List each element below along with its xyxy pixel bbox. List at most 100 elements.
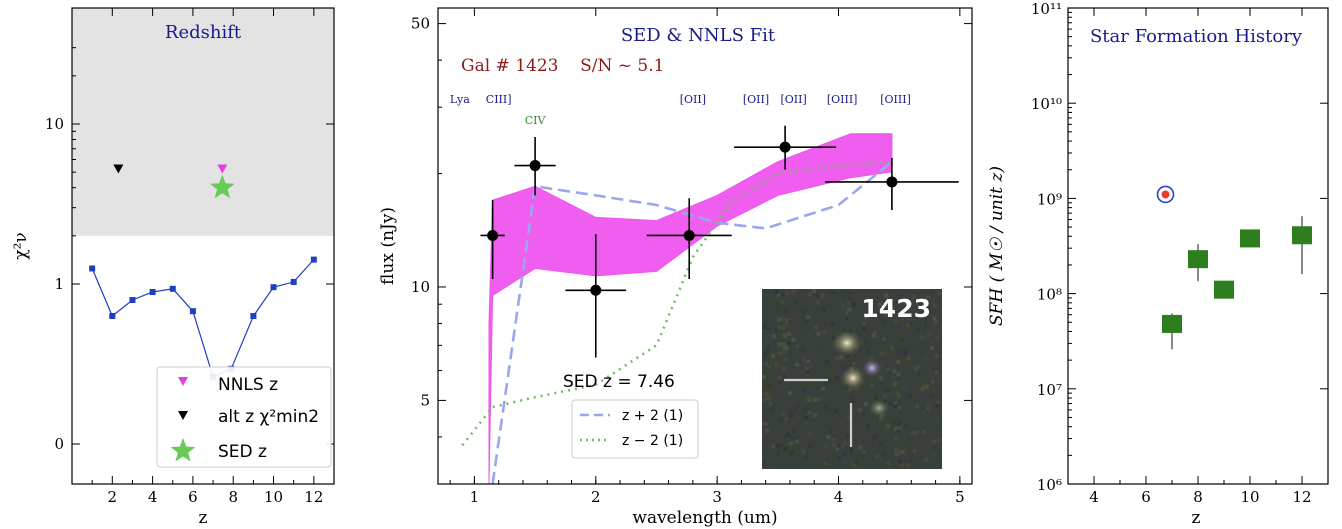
cutout-noise-pixel (892, 348, 897, 353)
cutout-noise-pixel (763, 422, 768, 427)
cutout-noise-pixel (918, 455, 923, 460)
cutout-noise-pixel (895, 300, 900, 305)
cutout-noise-pixel (849, 448, 854, 453)
cutout-noise-pixel (923, 323, 928, 328)
legend-zminus: z − 2 (1) (622, 433, 683, 449)
cutout-noise-pixel (837, 456, 842, 461)
cutout-noise-pixel (762, 329, 767, 334)
cutout-noise-pixel (872, 435, 877, 440)
cutout-noise-pixel (789, 413, 794, 418)
y-tick-label: 10⁸ (1037, 286, 1062, 304)
cutout-noise-pixel (884, 293, 889, 298)
cutout-noise-pixel (787, 391, 792, 396)
cutout-noise-pixel (898, 459, 903, 464)
cutout-noise-pixel (843, 316, 848, 321)
sfh-bin (1188, 250, 1208, 269)
cutout-noise-pixel (896, 350, 901, 355)
cutout-noise-pixel (891, 375, 896, 380)
y-tick-label: 10⁹ (1037, 190, 1062, 208)
chi2-point (310, 256, 317, 263)
x-tick-label: 8 (1193, 488, 1203, 506)
redshift-xlabel: z (199, 508, 208, 528)
cutout-noise-pixel (903, 424, 908, 429)
cutout-noise-pixel (785, 291, 790, 296)
cutout-noise-pixel (862, 449, 867, 454)
cutout-noise-pixel (783, 309, 788, 314)
redshift-ylabel: χ²ν (11, 232, 31, 259)
cutout-noise-pixel (881, 337, 886, 342)
y-tick-label: 10 (45, 115, 64, 133)
cutout-noise-pixel (781, 341, 786, 346)
cutout-noise-pixel (897, 405, 902, 410)
cutout-noise-pixel (813, 398, 818, 403)
chi2-point (109, 313, 116, 319)
cutout-noise-pixel (878, 442, 883, 447)
cutout-noise-pixel (788, 441, 793, 446)
cutout-noise-pixel (881, 416, 886, 421)
x-tick-label: 10 (1240, 488, 1259, 506)
cutout-noise-pixel (865, 312, 870, 317)
cutout-noise-pixel (924, 318, 929, 323)
cutout-noise-pixel (792, 375, 797, 380)
cutout-noise-pixel (810, 453, 815, 458)
chi2-point (169, 285, 176, 292)
cutout-noise-pixel (803, 332, 808, 337)
cutout-noise-pixel (931, 396, 936, 401)
cutout-noise-pixel (784, 417, 789, 422)
cutout-noise-pixel (846, 300, 851, 305)
cutout-noise-pixel (917, 371, 922, 376)
cutout-noise-pixel (894, 448, 899, 453)
cutout-noise-pixel (894, 436, 899, 441)
cutout-noise-pixel (846, 290, 851, 295)
cutout-noise-pixel (770, 454, 775, 459)
cutout-noise-pixel (842, 459, 847, 464)
cutout-noise-pixel (800, 309, 805, 314)
cutout-noise-pixel (786, 341, 791, 346)
cutout-noise-pixel (851, 291, 856, 296)
cutout-noise-pixel (814, 325, 819, 330)
cutout-noise-pixel (897, 421, 902, 426)
cutout-noise-pixel (920, 307, 925, 312)
cutout-noise-pixel (771, 334, 776, 339)
chi2-point (290, 278, 297, 285)
cutout-noise-pixel (880, 458, 885, 463)
x-tick-label: 3 (712, 488, 722, 506)
source-blob-d (867, 398, 891, 418)
cutout-noise-pixel (792, 407, 797, 412)
cutout-noise-pixel (766, 435, 771, 440)
cutout-noise-pixel (926, 418, 931, 423)
cutout-noise-pixel (925, 356, 930, 361)
cutout-noise-pixel (778, 392, 783, 397)
cutout-noise-pixel (852, 324, 857, 329)
cutout-noise-pixel (910, 431, 915, 436)
cutout-noise-pixel (899, 410, 904, 415)
cutout-noise-pixel (861, 413, 866, 418)
cutout-noise-pixel (801, 347, 806, 352)
cutout-noise-pixel (857, 408, 862, 413)
cutout-noise-pixel (823, 323, 828, 328)
x-tick-label: 2 (108, 488, 118, 506)
cutout-noise-pixel (806, 359, 811, 364)
cutout-noise-pixel (886, 367, 891, 372)
cutout-noise-pixel (802, 342, 807, 347)
cutout-noise-pixel (914, 366, 919, 371)
cutout-noise-pixel (894, 451, 899, 456)
cutout-noise-pixel (894, 426, 899, 431)
cutout-noise-pixel (781, 346, 786, 351)
cutout-noise-pixel (861, 321, 866, 326)
cutout-noise-pixel (778, 367, 783, 372)
cutout-noise-pixel (930, 346, 935, 351)
cutout-noise-pixel (805, 315, 810, 320)
cutout-noise-pixel (803, 407, 808, 412)
cutout-label: 1423 (861, 294, 931, 323)
emission-line-label: [OIII] (880, 93, 911, 106)
cutout-noise-pixel (815, 294, 820, 299)
cutout-noise-pixel (785, 432, 790, 437)
cutout-noise-pixel (781, 411, 786, 416)
cutout-noise-pixel (848, 357, 853, 362)
cutout-noise-pixel (851, 361, 856, 366)
redshift-plot-frame (71, 7, 335, 485)
cutout-noise-pixel (895, 305, 900, 310)
legend-alt: alt z χ²min2 (218, 407, 319, 427)
cutout-noise-pixel (847, 307, 852, 312)
